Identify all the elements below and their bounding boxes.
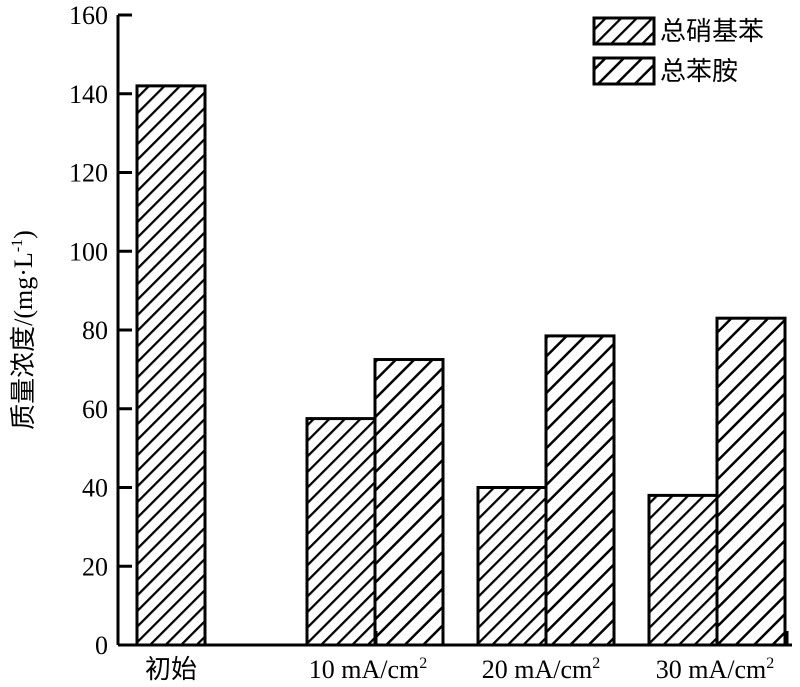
bar-nitrobenzene-1	[305, 417, 377, 647]
y-axis-label: 质量浓度/(mg·L-1)	[9, 230, 38, 430]
legend-label-0: 总硝基苯	[660, 17, 764, 46]
y-tick-label-0: 0	[95, 631, 108, 660]
bars-group	[135, 84, 787, 647]
bar-aniline-2	[544, 334, 616, 647]
x-category-label-0: 初始	[145, 655, 197, 684]
bar-aniline-1	[373, 358, 445, 647]
x-category-label-3: 30 mA/cm2	[656, 655, 775, 684]
y-tick-label-140: 140	[69, 80, 108, 109]
y-tick-label-120: 120	[69, 159, 108, 188]
x-category-label-2: 20 mA/cm2	[482, 655, 601, 684]
bar-nitrobenzene-2	[476, 486, 548, 647]
y-tick-label-20: 20	[82, 552, 108, 581]
y-tick-label-100: 100	[69, 237, 108, 266]
legend-swatch-1	[592, 56, 656, 86]
bar-nitrobenzene-3	[647, 493, 719, 647]
legend-label-1: 总苯胺	[660, 57, 738, 86]
legend-swatch-0	[592, 16, 656, 46]
y-tick-label-40: 40	[82, 474, 108, 503]
axes-group: 0 20 40 60 80 100 120 140 160 初始 10 mA/cm2 20 mA/cm…	[69, 1, 792, 684]
y-tick-label-60: 60	[82, 395, 108, 424]
bar-aniline-3	[715, 316, 787, 647]
y-tick-label-160: 160	[69, 1, 108, 30]
bar-nitrobenzene-0	[135, 84, 207, 647]
x-category-label-1: 10 mA/cm2	[309, 655, 428, 684]
y-tick-label-80: 80	[82, 316, 108, 345]
